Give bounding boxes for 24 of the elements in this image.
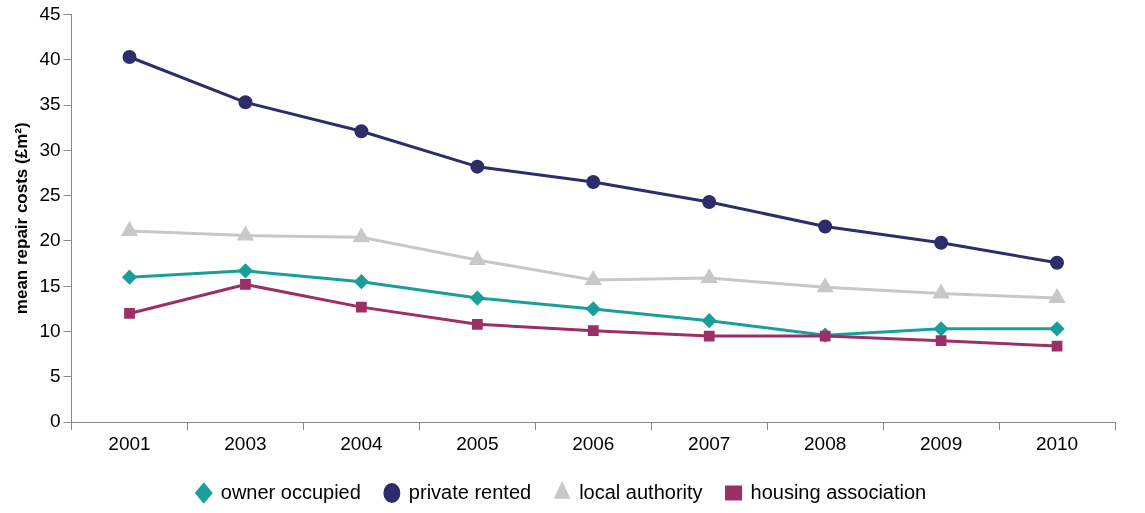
legend-label: housing association (750, 480, 927, 503)
x-tick-label: 2003 (224, 432, 267, 454)
x-tick-label: 2008 (804, 432, 847, 454)
x-tick-label: 2007 (688, 432, 731, 454)
y-tick-label: 0 (49, 410, 61, 432)
x-tick-label: 2005 (456, 432, 499, 454)
y-tick-label: 45 (39, 2, 61, 24)
y-tick-label: 25 (39, 183, 61, 205)
legend-label: private rented (408, 480, 532, 503)
legend-label: owner occupied (220, 480, 361, 503)
y-tick-label: 15 (39, 274, 61, 296)
x-tick-label: 2009 (919, 432, 963, 454)
y-tick-label: 40 (39, 47, 61, 69)
x-tick-label: 2010 (1035, 432, 1079, 454)
x-tick-label: 2001 (108, 432, 151, 454)
x-tick-label: 2006 (572, 432, 615, 454)
y-tick-label: 10 (39, 319, 61, 341)
x-tick-label: 2004 (340, 432, 383, 454)
legend-label: local authority (579, 480, 703, 503)
y-axis-title: mean repair costs (£m²) (11, 122, 31, 315)
y-tick-label: 20 (39, 229, 61, 251)
y-tick-label: 30 (39, 138, 61, 160)
y-tick-label: 35 (39, 93, 61, 115)
y-tick-label: 5 (49, 365, 61, 387)
